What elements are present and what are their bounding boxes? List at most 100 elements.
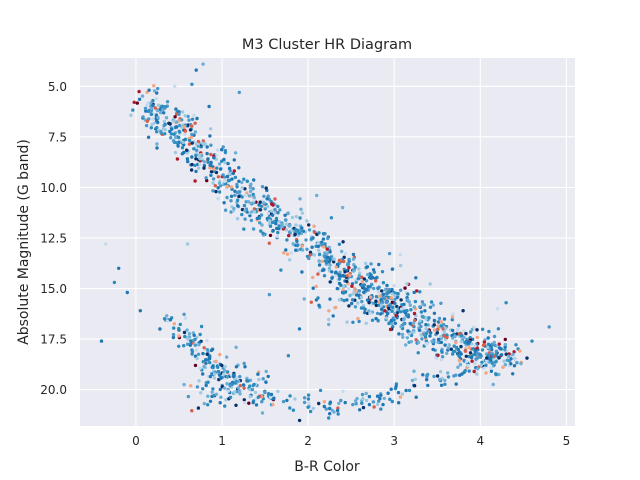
- star-point: [350, 284, 354, 288]
- star-point: [212, 372, 217, 376]
- star-point: [364, 321, 368, 325]
- star-point: [317, 401, 321, 406]
- star-point: [399, 288, 403, 292]
- star-point: [511, 372, 515, 376]
- star-point: [379, 393, 383, 397]
- star-point: [407, 388, 412, 393]
- star-point: [171, 332, 176, 337]
- star-point: [358, 408, 362, 412]
- star-point: [360, 401, 364, 405]
- star-point: [462, 335, 466, 340]
- star-point: [218, 167, 223, 171]
- star-point: [219, 395, 223, 399]
- star-point: [308, 250, 313, 254]
- star-point: [335, 408, 340, 413]
- star-point: [274, 221, 278, 226]
- star-point: [451, 312, 455, 316]
- star-point: [276, 204, 280, 209]
- star-point: [426, 329, 430, 333]
- star-point: [353, 265, 357, 269]
- star-point: [421, 373, 425, 377]
- star-point: [454, 382, 458, 386]
- star-point: [357, 319, 361, 324]
- star-point: [284, 218, 288, 222]
- star-point: [180, 152, 184, 156]
- star-point: [183, 132, 187, 136]
- star-point: [431, 303, 435, 307]
- star-point: [225, 375, 230, 379]
- chart-title: M3 Cluster HR Diagram: [242, 37, 412, 53]
- star-point: [456, 347, 460, 352]
- star-point: [266, 194, 270, 198]
- star-point: [429, 331, 433, 335]
- star-point: [185, 151, 189, 155]
- star-point: [183, 114, 187, 118]
- star-point: [261, 231, 265, 235]
- star-point: [208, 134, 212, 138]
- star-point: [294, 223, 298, 227]
- star-point: [335, 262, 340, 267]
- star-point: [347, 304, 351, 308]
- star-point: [202, 346, 206, 350]
- y-tick-label: 20.0: [40, 383, 67, 397]
- star-point: [209, 127, 213, 131]
- star-point: [176, 144, 180, 148]
- star-point: [181, 110, 185, 114]
- star-point: [191, 338, 196, 343]
- star-point: [263, 207, 267, 211]
- star-point: [375, 402, 380, 407]
- star-point: [218, 387, 222, 392]
- star-point: [337, 258, 342, 263]
- star-point: [149, 126, 153, 130]
- star-point: [193, 163, 197, 168]
- star-point: [193, 179, 197, 183]
- star-point: [229, 185, 234, 189]
- star-point: [163, 106, 167, 110]
- star-point: [223, 150, 228, 155]
- star-point: [264, 369, 268, 374]
- star-point: [162, 123, 166, 128]
- star-point: [222, 201, 226, 205]
- star-point: [489, 366, 493, 370]
- star-point: [341, 285, 346, 289]
- star-point: [361, 306, 366, 310]
- star-point: [486, 342, 491, 346]
- star-point: [463, 369, 467, 373]
- star-point: [413, 377, 417, 381]
- star-point: [426, 383, 430, 388]
- star-point: [171, 139, 176, 143]
- star-point: [305, 219, 309, 223]
- star-point: [137, 89, 141, 94]
- star-point: [216, 148, 220, 152]
- star-point: [162, 111, 166, 115]
- star-point: [194, 169, 198, 174]
- star-point: [168, 129, 172, 134]
- star-point: [177, 130, 182, 134]
- star-point: [496, 327, 501, 331]
- star-point: [177, 334, 181, 338]
- star-point: [425, 377, 429, 382]
- star-point: [342, 298, 346, 303]
- star-point: [418, 319, 422, 323]
- star-point: [468, 351, 473, 355]
- star-point: [322, 232, 326, 236]
- star-point: [135, 101, 139, 105]
- star-point: [436, 353, 440, 357]
- y-tick-label: 10.0: [40, 181, 67, 195]
- star-point: [473, 344, 477, 348]
- star-point: [260, 223, 264, 227]
- star-point: [358, 271, 362, 275]
- star-point: [328, 406, 332, 411]
- y-tick-label: 12.5: [40, 231, 67, 245]
- star-point: [162, 317, 167, 321]
- star-point: [260, 185, 265, 189]
- star-point: [307, 401, 311, 405]
- star-point: [197, 379, 201, 383]
- star-point: [202, 364, 206, 369]
- star-point: [266, 392, 271, 396]
- star-point: [337, 401, 341, 406]
- star-point: [425, 374, 429, 379]
- star-point: [182, 330, 187, 335]
- x-tick-labels: 0 1 2 3 4 5: [132, 434, 570, 448]
- star-point: [194, 348, 199, 352]
